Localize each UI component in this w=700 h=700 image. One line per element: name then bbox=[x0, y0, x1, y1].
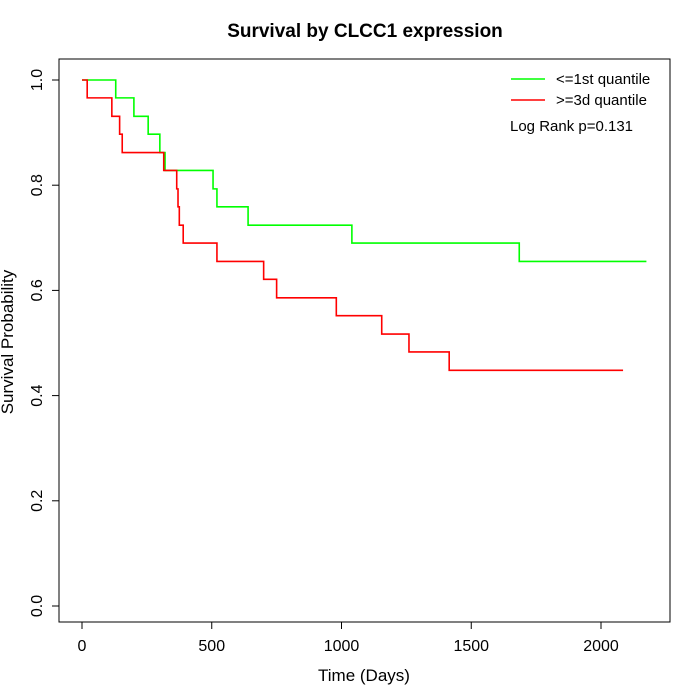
y-tick-label: 0.4 bbox=[29, 384, 46, 406]
plot-frame bbox=[58, 58, 671, 623]
survival-curve-0 bbox=[82, 79, 647, 263]
series-layer bbox=[82, 79, 647, 372]
y-axis-title: Survival Probability bbox=[0, 269, 17, 414]
y-axis: 0.0 0.2 0.4 0.6 0.8 1.0 bbox=[29, 69, 60, 617]
x-tick-label: 500 bbox=[198, 638, 225, 655]
x-tick-label: 1000 bbox=[324, 638, 360, 655]
legend-label-1: >=3d quantile bbox=[556, 92, 647, 109]
y-tick-label: 0.0 bbox=[29, 595, 46, 617]
chart-title: Survival by CLCC1 expression bbox=[227, 21, 503, 42]
x-axis-title: Time (Days) bbox=[318, 666, 410, 685]
x-axis: 0 500 1000 1500 2000 bbox=[78, 621, 619, 655]
legend-label-0: <=1st quantile bbox=[556, 71, 650, 88]
legend: <=1st quantile >=3d quantile bbox=[511, 71, 650, 109]
x-tick-label: 2000 bbox=[583, 638, 619, 655]
y-tick-label: 0.2 bbox=[29, 490, 46, 512]
x-tick-label: 1500 bbox=[453, 638, 489, 655]
survival-curve-1 bbox=[82, 79, 624, 372]
log-rank-annotation: Log Rank p=0.131 bbox=[510, 118, 633, 135]
x-tick-label: 0 bbox=[78, 638, 87, 655]
y-tick-label: 1.0 bbox=[29, 69, 46, 91]
y-tick-label: 0.8 bbox=[29, 174, 46, 196]
y-tick-label: 0.6 bbox=[29, 279, 46, 301]
